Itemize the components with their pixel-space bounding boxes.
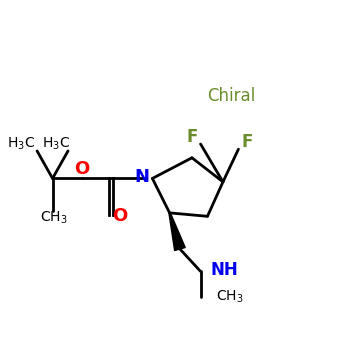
Text: CH$_3$: CH$_3$: [216, 289, 244, 306]
Text: O: O: [112, 207, 127, 225]
Polygon shape: [169, 213, 185, 251]
Text: NH: NH: [211, 261, 239, 279]
Text: Chiral: Chiral: [208, 87, 256, 105]
Text: CH$_3$: CH$_3$: [41, 210, 68, 226]
Text: H$_3$C: H$_3$C: [7, 136, 35, 152]
Text: F: F: [241, 133, 253, 151]
Text: N: N: [134, 168, 149, 186]
Text: F: F: [186, 128, 198, 146]
Text: H$_3$C: H$_3$C: [42, 136, 70, 152]
Text: O: O: [74, 160, 90, 178]
